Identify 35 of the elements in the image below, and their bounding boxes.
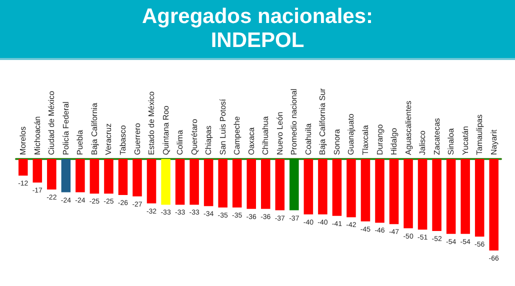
x-tick-label: Tabasco [118,124,128,155]
chart-title: Agregados nacionales: INDEPOL [140,5,374,53]
x-tick-label: Jalisco [418,130,428,155]
x-tick-label: San Luis Potosí [218,98,228,155]
x-tick-label: Coahuila [304,122,313,155]
x-tick-label: Quintana Roo [161,105,170,155]
x-tick-label: Guerrero [132,122,142,155]
x-tick-label: Veracruz [104,123,114,155]
x-tick-label: Guanajuato [346,113,356,155]
x-tick-label: Michoacán [32,116,42,155]
x-tick-label: Nayarit [489,128,498,155]
x-tick-label: Colima [176,130,185,155]
x-tick-label: Baja California Sur [318,88,328,155]
x-tick-label: Tamaulipas [475,114,484,155]
x-tick-label: Baja California [90,102,99,155]
x-tick-label: Campeche [232,116,242,155]
x-tick-label: Promedio nacional [290,88,299,155]
x-tick-label: Morelos [18,126,28,155]
x-tick-label: Tlaxcala [360,124,370,155]
x-tick-label: Ciudad de México [47,90,56,155]
x-tick-label: Hidalgo [390,127,399,155]
x-tick-label: Zacatecas [432,118,442,155]
x-tick-label: Estado de México [147,90,156,155]
x-tick-label: Oaxaca [246,126,256,155]
x-tick-label: Aguascalientes [404,100,413,155]
x-tick-label: Chiapas [204,126,214,155]
x-tick-label: Sinaloa [446,128,456,155]
x-tick-label: Querétaro [190,118,199,155]
x-tick-label: Durango [375,124,384,155]
x-tick-label: Puebla [76,130,85,155]
x-tick-label: Yucatán [460,126,470,155]
x-tick-label: Chihuahua [261,116,270,155]
x-tick-label: Sonora [332,128,342,155]
x-tick-label: Nuevo León [275,112,284,155]
x-tick-label: Policía Federal [61,101,70,155]
